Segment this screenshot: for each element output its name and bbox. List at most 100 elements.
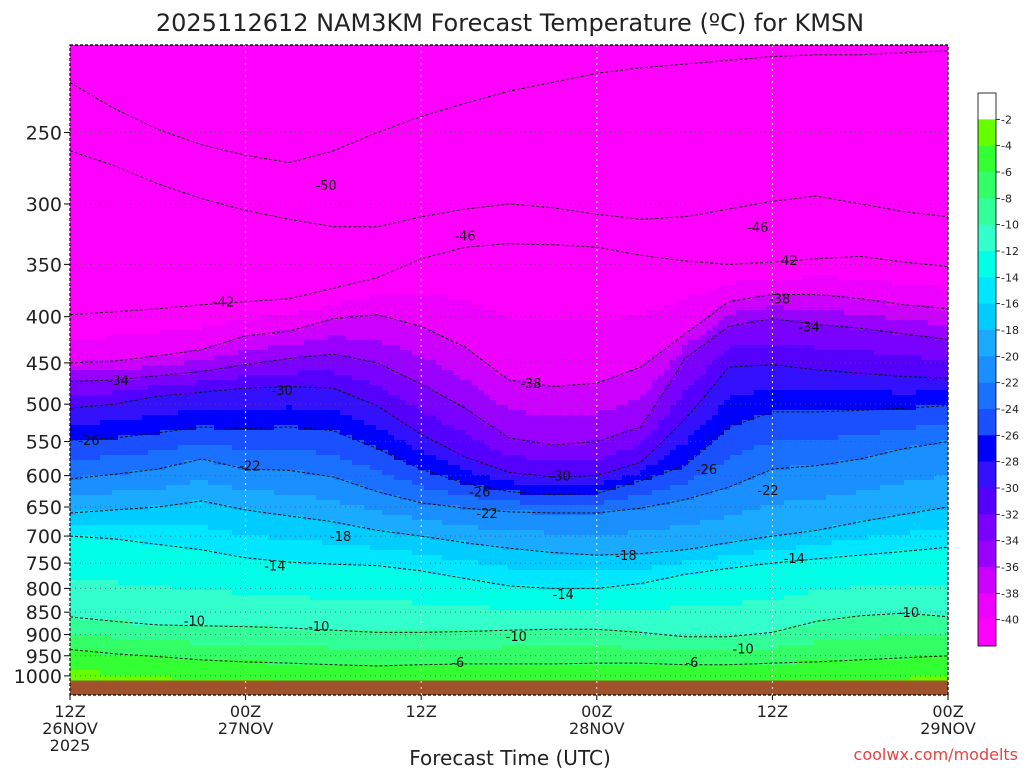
shade-cell [112, 390, 119, 406]
shade-cell [664, 45, 671, 306]
shade-cell [658, 490, 665, 506]
shade-cell [736, 325, 743, 346]
shade-cell [244, 390, 251, 411]
shade-cell [394, 550, 401, 571]
shade-cell [142, 365, 149, 376]
shade-cell [370, 405, 377, 426]
shade-cell [244, 535, 251, 561]
shade-cell [154, 470, 161, 491]
shade-cell [454, 665, 461, 686]
shade-cell [88, 405, 95, 426]
shade-cell [406, 535, 413, 551]
shade-cell [316, 455, 323, 476]
shade-cell [574, 630, 581, 646]
shade-cell [148, 525, 155, 546]
shade-cell [856, 490, 863, 521]
shade-cell [610, 585, 617, 611]
shade-cell [466, 300, 473, 351]
shade-cell [736, 425, 743, 456]
shade-cell [580, 320, 587, 386]
shade-cell [466, 435, 473, 461]
shade-cell [550, 415, 557, 446]
shade-cell [808, 530, 815, 546]
shade-cell [634, 570, 641, 586]
shade-cell [922, 510, 929, 531]
shade-cell [400, 45, 407, 296]
shade-cell [508, 320, 515, 381]
shade-cell [202, 325, 209, 351]
shade-cell [610, 435, 617, 456]
shade-cell [826, 275, 833, 296]
shade-cell [496, 480, 503, 491]
shade-cell [892, 45, 899, 286]
shade-cell [796, 345, 803, 371]
shade-cell [172, 365, 179, 376]
shade-cell [640, 470, 647, 481]
shade-cell [514, 45, 521, 321]
shade-cell [718, 570, 725, 606]
shade-cell [238, 625, 245, 646]
shade-cell [724, 545, 731, 556]
shade-cell [532, 665, 539, 686]
shade-cell [238, 450, 245, 471]
shade-cell [592, 630, 599, 646]
shade-cell [94, 45, 101, 341]
shade-cell [412, 605, 419, 631]
shade-cell [292, 345, 299, 361]
shade-cell [586, 610, 593, 631]
shade-cell [472, 545, 479, 561]
shade-cell [592, 665, 599, 686]
shade-cell [106, 580, 113, 621]
shade-cell [304, 45, 311, 311]
shade-cell [238, 350, 245, 366]
shade-cell [814, 465, 821, 501]
shade-cell [490, 490, 497, 501]
colorbar-label: -36 [1001, 561, 1019, 574]
shade-cell [538, 665, 545, 686]
shade-cell [694, 340, 701, 351]
shade-cell [508, 380, 515, 411]
shade-cell [598, 645, 605, 666]
shade-cell [448, 525, 455, 541]
shade-cell [460, 510, 467, 526]
shade-cell [748, 395, 755, 421]
shade-cell [844, 555, 851, 591]
shade-cell [328, 455, 335, 476]
shade-cell [376, 565, 383, 601]
shade-cell [832, 540, 839, 556]
shade-cell [328, 355, 335, 371]
shade-cell [298, 630, 305, 646]
shade-cell [628, 585, 635, 611]
shade-cell [892, 335, 899, 356]
shade-cell [826, 590, 833, 621]
shade-cell [442, 575, 449, 606]
shade-cell [676, 340, 683, 356]
shade-cell [178, 625, 185, 641]
shade-cell [748, 650, 755, 666]
shade-cell [190, 360, 197, 371]
shade-cell [496, 545, 503, 566]
shade-cell [880, 535, 887, 556]
shade-cell [478, 580, 485, 606]
shade-cell [868, 315, 875, 331]
shade-cell [754, 550, 761, 566]
shade-cell [712, 440, 719, 466]
shade-cell [298, 310, 305, 331]
shade-cell [70, 340, 77, 366]
shade-cell [442, 475, 449, 491]
shade-cell [940, 45, 947, 291]
shade-cell [484, 465, 491, 476]
shade-cell [568, 445, 575, 461]
shade-cell [454, 480, 461, 496]
shade-cell [160, 365, 167, 376]
shade-cell [934, 45, 941, 286]
shade-cell [670, 345, 677, 361]
shade-cell [172, 660, 179, 681]
shade-cell [232, 45, 239, 321]
shade-cell [904, 585, 911, 616]
shade-cell [208, 380, 215, 391]
shade-cell [250, 430, 257, 451]
shade-cell [466, 665, 473, 686]
shade-cell [112, 440, 119, 456]
shade-cell [274, 450, 281, 471]
